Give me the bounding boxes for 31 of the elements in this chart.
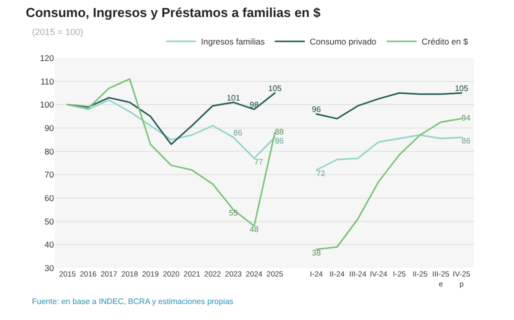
- chart-title: Consumo, Ingresos y Préstamos a familias en $: [26, 5, 322, 20]
- data-label: 72: [316, 169, 326, 178]
- data-label: 55: [228, 208, 238, 218]
- y-tick-label: 120: [40, 52, 54, 63]
- data-label: 105: [268, 84, 282, 93]
- y-tick-label: 80: [44, 146, 54, 156]
- y-tick-label: 90: [44, 122, 54, 133]
- y-tick-label: 60: [44, 192, 54, 203]
- data-label: 48: [250, 225, 260, 234]
- y-tick-label: 70: [44, 170, 54, 180]
- data-label: 88: [274, 128, 284, 137]
- y-tick-label: 100: [40, 100, 54, 110]
- data-label: 86: [462, 136, 471, 146]
- data-label: 38: [312, 248, 322, 258]
- y-tick-label: 110: [40, 76, 54, 86]
- data-label: 96: [312, 105, 322, 114]
- legend-label: Crédito en $: [422, 36, 468, 47]
- data-label: 86: [274, 136, 284, 146]
- data-label: 105: [454, 84, 469, 93]
- data-label: 86: [233, 128, 243, 138]
- data-label: 94: [462, 114, 471, 123]
- y-tick-label: 30: [44, 262, 54, 273]
- data-label: 77: [254, 157, 264, 166]
- y-tick-label: 50: [44, 216, 54, 226]
- chart-subtitle: (2015 = 100): [32, 27, 84, 37]
- legend-label: Consumo privado: [310, 36, 377, 47]
- legend-label: Ingresos familias: [201, 36, 265, 47]
- y-tick-label: 40: [44, 240, 54, 250]
- source-note: Fuente: en base a INDEC, BCRA y estimaciones propias: [32, 297, 234, 306]
- data-label: 98: [250, 100, 260, 110]
- data-label: 101: [226, 93, 241, 102]
